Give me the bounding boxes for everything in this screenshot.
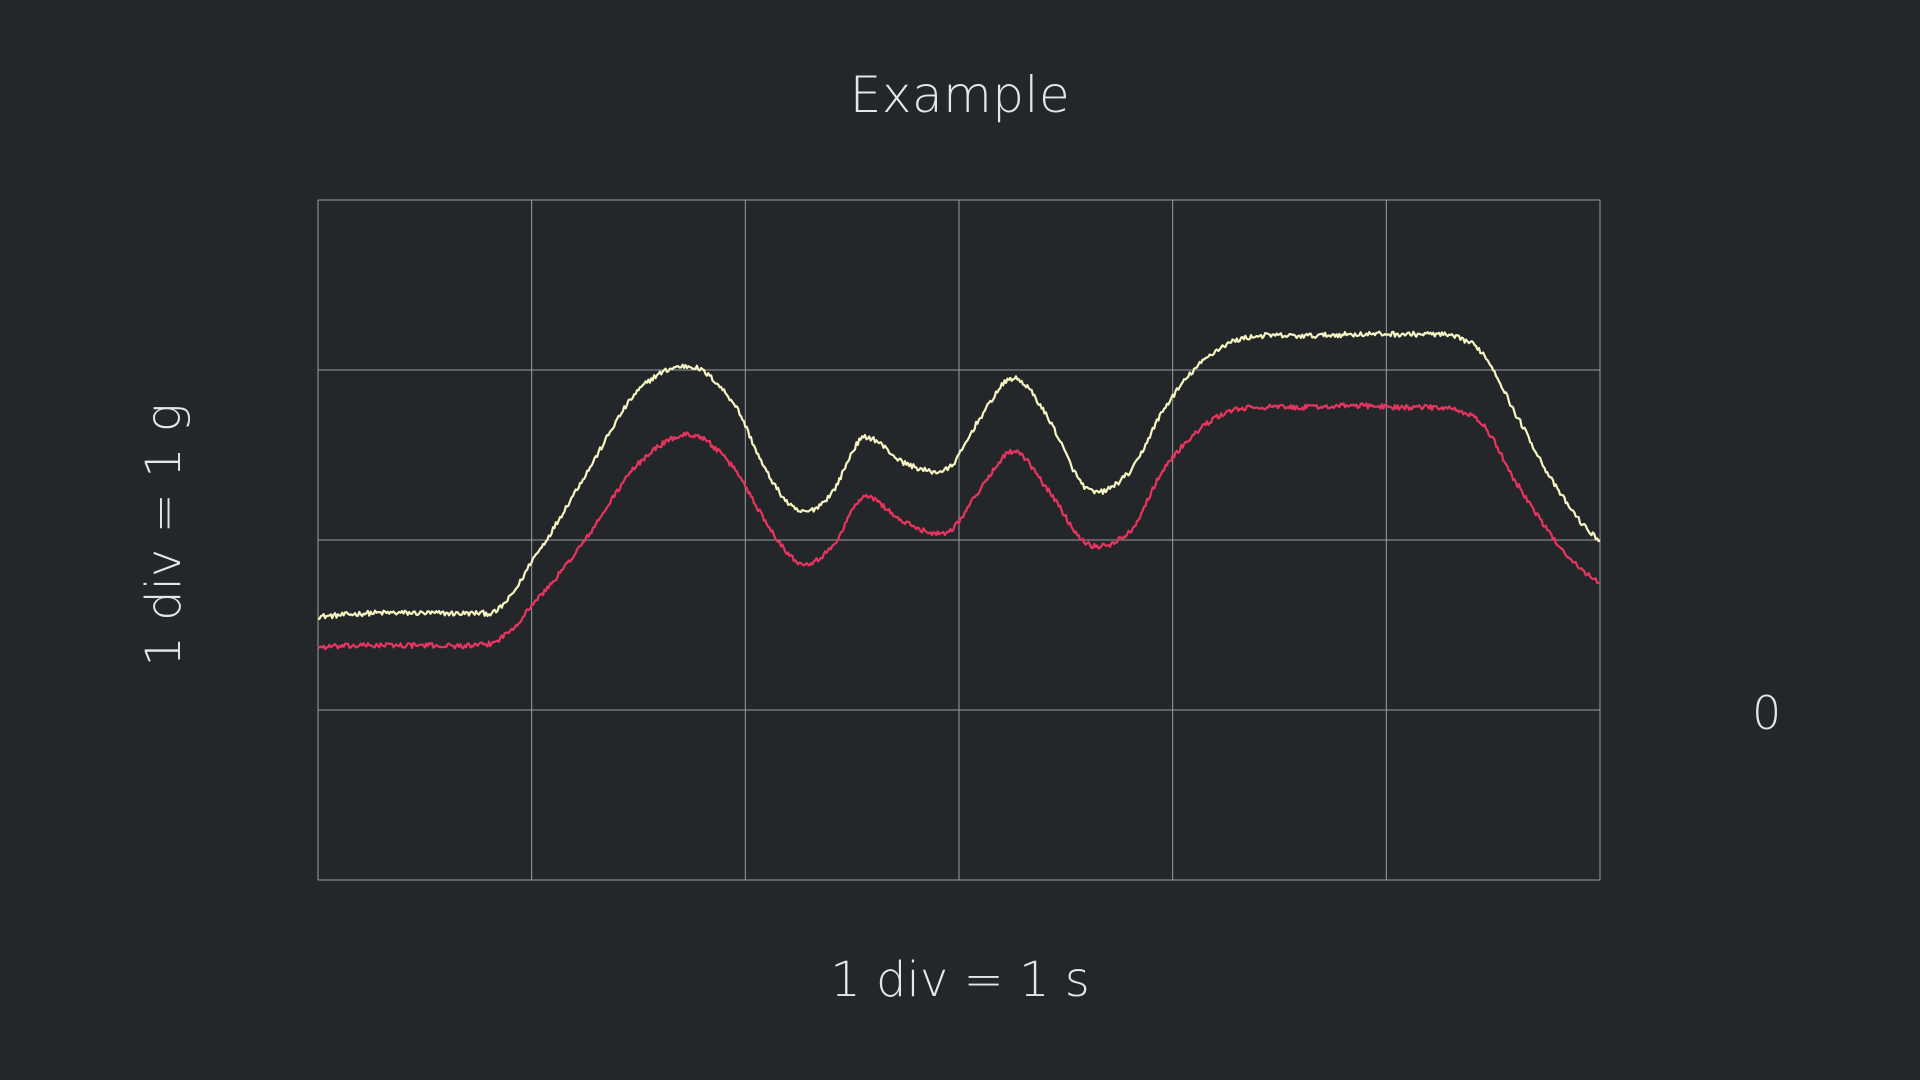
- chart-title: Example: [849, 66, 1071, 124]
- series-group: [317, 330, 1601, 651]
- series-line-1: [317, 330, 1601, 621]
- x-axis-label: 1 div = 1 s: [830, 952, 1090, 1008]
- grid: [317, 199, 1601, 881]
- series-line-2: [317, 402, 1601, 651]
- zero-level-label: 0: [1752, 686, 1782, 740]
